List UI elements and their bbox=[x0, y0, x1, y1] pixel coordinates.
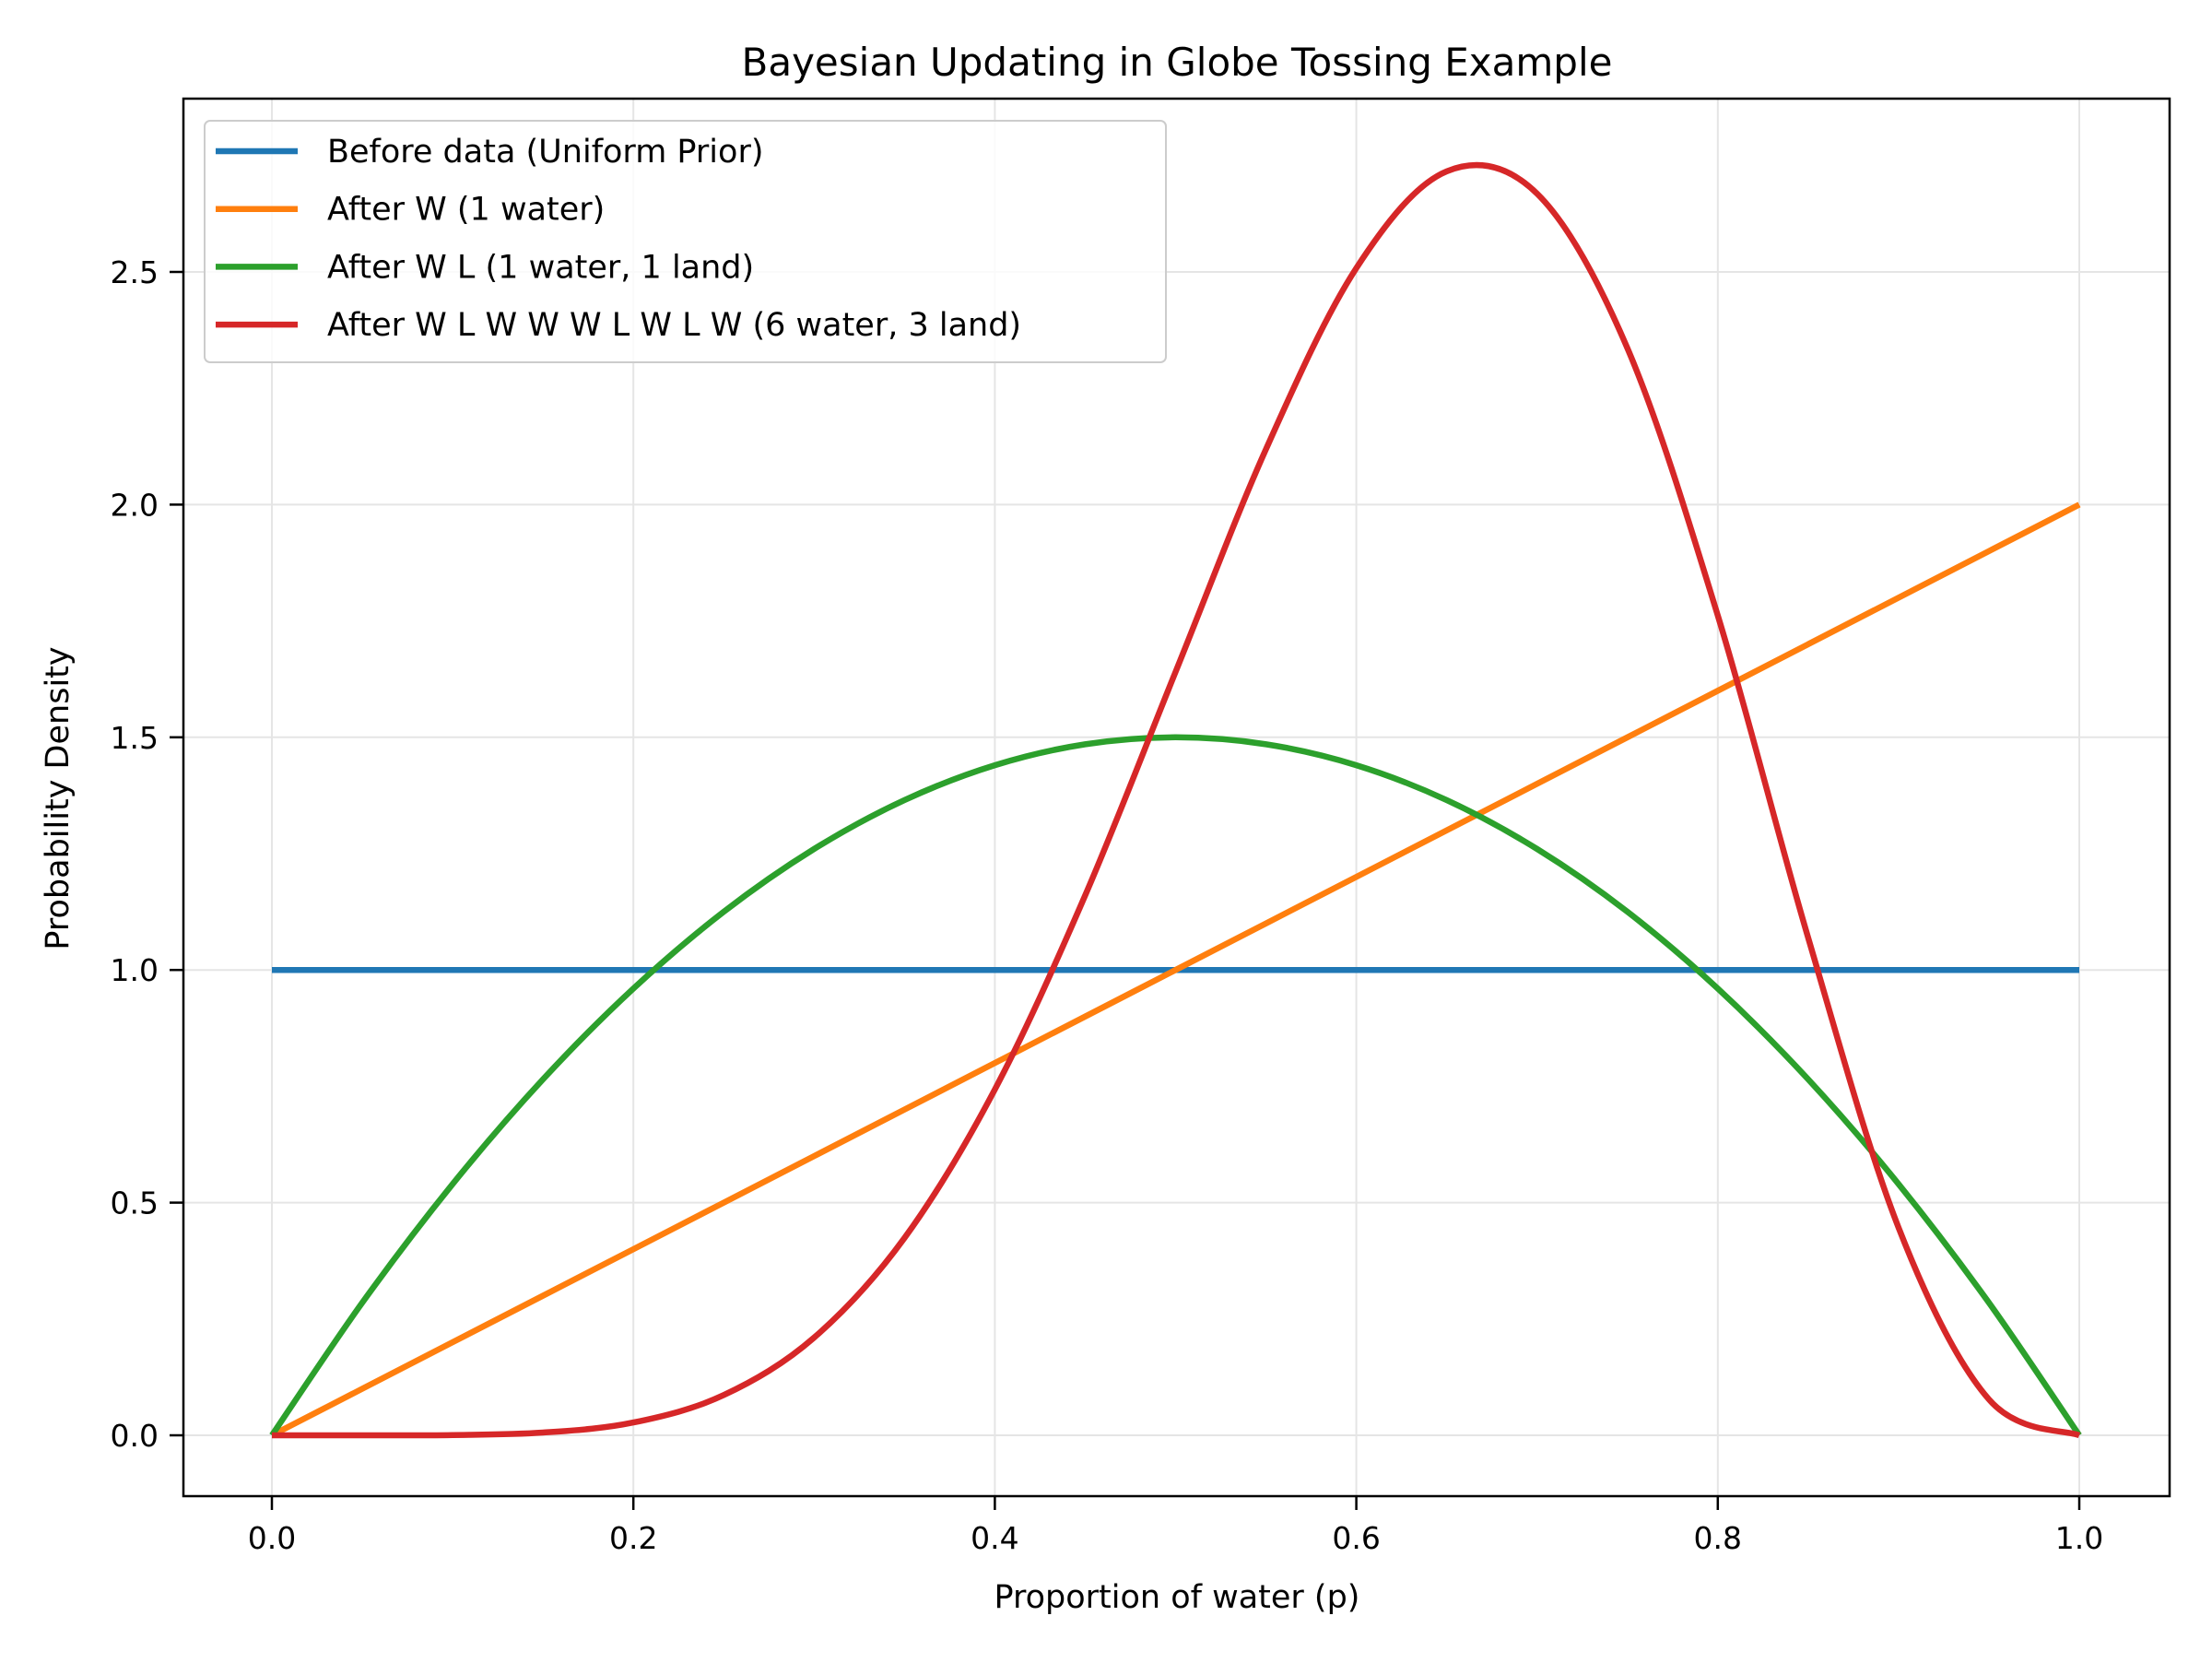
x-tick-label: 0.4 bbox=[971, 1520, 1018, 1556]
x-tick-label: 1.0 bbox=[2055, 1520, 2103, 1556]
series-line-3 bbox=[269, 734, 2082, 1437]
x-tick-label: 0.2 bbox=[609, 1520, 657, 1556]
legend-label: Before data (Uniform Prior) bbox=[327, 134, 764, 171]
axis-ticks: 0.0 0.2 0.4 0.6 0.8 1.0 0.0 0.5 1.0 1.5 2.0 2.5 bbox=[111, 254, 2104, 1556]
y-tick-label: 1.5 bbox=[111, 720, 159, 756]
x-tick-label: 0.8 bbox=[1694, 1520, 1742, 1556]
y-tick-label: 2.5 bbox=[111, 254, 159, 290]
legend-box bbox=[204, 120, 1167, 363]
legend-label: After W L W W W L W L W (6 water, 3 land… bbox=[327, 307, 1021, 344]
chart-title: Bayesian Updating in Globe Tossing Examp… bbox=[742, 40, 1613, 85]
x-axis-label: Proportion of water (p) bbox=[994, 1579, 1360, 1616]
legend-label: After W (1 water) bbox=[327, 192, 605, 229]
series-line-4 bbox=[271, 161, 2081, 1439]
y-tick-label: 0.0 bbox=[111, 1418, 159, 1454]
series-lines bbox=[269, 161, 2082, 1439]
x-tick-label: 0.0 bbox=[248, 1520, 296, 1556]
legend-label: After W L (1 water, 1 land) bbox=[327, 249, 754, 286]
y-tick-label: 1.0 bbox=[111, 952, 159, 988]
y-axis-label: Probability Density bbox=[40, 646, 76, 949]
y-tick-label: 0.5 bbox=[111, 1185, 159, 1221]
y-tick-label: 2.0 bbox=[111, 487, 159, 523]
series-line-2 bbox=[270, 501, 2081, 1438]
legend: Before data (Uniform Prior) After W (1 wa… bbox=[204, 120, 1167, 363]
x-tick-label: 0.6 bbox=[1332, 1520, 1380, 1556]
plot-frame bbox=[182, 97, 2171, 1498]
